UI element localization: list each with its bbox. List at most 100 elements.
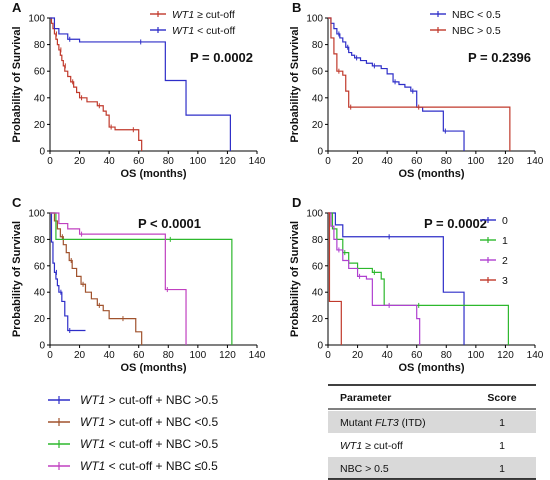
x-tick-label: 40 [104, 350, 116, 361]
y-tick-label: 100 [306, 14, 323, 25]
x-tick-label: 100 [190, 350, 207, 361]
x-axis-label: OS (months) [121, 362, 187, 374]
y-tick-label: 0 [39, 147, 45, 158]
legend-entry: NBC < 0.5 [452, 9, 501, 21]
x-tick-label: 140 [527, 350, 544, 361]
y-axis-label: Probability of Survival [289, 221, 301, 337]
y-tick-label: 20 [312, 314, 324, 325]
table-cell-score: 1 [499, 417, 505, 429]
table-cell-score: 1 [499, 440, 505, 452]
y-tick-label: 20 [34, 120, 46, 131]
y-axis-label: Probability of Survival [289, 26, 301, 142]
x-tick-label: 120 [497, 156, 514, 167]
x-tick-label: 100 [468, 156, 485, 167]
x-tick-label: 140 [527, 156, 544, 167]
km-curve [50, 212, 86, 332]
table-cell-score: 1 [499, 463, 505, 475]
km-curve [50, 17, 143, 151]
y-tick-label: 80 [312, 40, 324, 51]
x-tick-label: 0 [325, 156, 331, 167]
panel-A: A 0 20 40 60 80 100 0 20 40 60 80 100 120 140 OS (month… [11, 0, 266, 180]
p-value: P = 0.0002 [424, 216, 487, 231]
y-tick-label: 40 [312, 93, 324, 104]
x-tick-label: 80 [163, 350, 175, 361]
x-tick-label: 0 [47, 350, 53, 361]
legend-entry: 2 [502, 255, 508, 267]
x-tick-label: 40 [382, 350, 394, 361]
y-tick-label: 40 [34, 93, 46, 104]
y-tick-label: 60 [312, 67, 324, 78]
y-tick-label: 0 [39, 341, 45, 352]
km-curve [328, 212, 465, 345]
legend-panel-C: WT1 > cut-off + NBC >0.5 WT1 > cut-off + … [48, 393, 219, 473]
table-cell-parameter: NBC > 0.5 [340, 463, 389, 475]
score-table: Parameter Score Mutant FLT3 (ITD) 1 WT1 ≥ cu… [328, 384, 536, 480]
km-curve [50, 212, 187, 345]
p-value: P = 0.2396 [468, 50, 531, 65]
table-cell-parameter: WT1 ≥ cut-off [340, 440, 403, 452]
legend-entry: 0 [502, 215, 508, 227]
y-tick-label: 60 [34, 261, 46, 272]
x-axis-label: OS (months) [399, 168, 465, 180]
x-tick-label: 40 [104, 156, 116, 167]
table-row [328, 457, 536, 479]
y-tick-label: 40 [34, 288, 46, 299]
y-tick-label: 100 [28, 209, 45, 220]
legend-entry: WT1 > cut-off + NBC <0.5 [80, 415, 219, 429]
x-tick-label: 120 [219, 156, 236, 167]
table-row [328, 434, 536, 456]
y-tick-label: 40 [312, 288, 324, 299]
y-tick-label: 80 [34, 235, 46, 246]
p-value: P = 0.0002 [190, 50, 253, 65]
table-header-parameter: Parameter [340, 392, 391, 404]
table-cell-parameter: Mutant FLT3 (ITD) [340, 417, 426, 429]
panel-label: D [292, 195, 301, 210]
x-tick-label: 80 [441, 156, 453, 167]
legend-entry: 1 [502, 235, 508, 247]
panel-B: B 0 20 40 60 80 100 0 20 40 60 80 100 120 140 OS (month… [289, 0, 544, 180]
y-tick-label: 20 [34, 314, 46, 325]
x-tick-label: 40 [382, 156, 394, 167]
km-curve [328, 212, 342, 345]
x-tick-label: 120 [497, 350, 514, 361]
x-tick-label: 80 [441, 350, 453, 361]
x-tick-label: 20 [74, 350, 86, 361]
km-curve [50, 17, 231, 151]
y-tick-label: 0 [317, 147, 323, 158]
legend-entry: WT1 < cut-off + NBC >0.5 [80, 437, 219, 451]
km-curve [50, 212, 233, 345]
km-curve [328, 17, 511, 151]
y-tick-label: 80 [34, 40, 46, 51]
km-curve [328, 212, 421, 345]
y-tick-label: 80 [312, 235, 324, 246]
x-tick-label: 20 [352, 156, 364, 167]
table-header-score: Score [487, 392, 516, 404]
x-tick-label: 0 [325, 350, 331, 361]
x-tick-label: 20 [74, 156, 86, 167]
km-curve [328, 212, 509, 345]
legend-entry: WT1 > cut-off + NBC >0.5 [80, 393, 219, 407]
y-tick-label: 60 [312, 261, 324, 272]
x-tick-label: 60 [133, 350, 145, 361]
panel-label: C [12, 195, 22, 210]
x-tick-label: 60 [133, 156, 145, 167]
panel-label: B [292, 0, 301, 15]
x-tick-label: 20 [352, 350, 364, 361]
panel-label: A [12, 0, 22, 15]
x-tick-label: 80 [163, 156, 175, 167]
y-tick-label: 60 [34, 67, 46, 78]
x-tick-label: 60 [411, 156, 423, 167]
x-tick-label: 0 [47, 156, 53, 167]
y-axis-label: Probability of Survival [11, 26, 23, 142]
y-tick-label: 0 [317, 341, 323, 352]
panel-C: C 0 20 40 60 80 100 0 20 40 60 80 100 120 140 OS (month… [11, 195, 266, 374]
x-tick-label: 120 [219, 350, 236, 361]
table-row [328, 411, 536, 433]
legend-entry: WT1 ≥ cut-off [172, 9, 235, 21]
y-tick-label: 100 [28, 14, 45, 25]
y-tick-label: 100 [306, 209, 323, 220]
legend-entry: WT1 < cut-off + NBC ≤0.5 [80, 459, 218, 473]
x-tick-label: 100 [468, 350, 485, 361]
x-tick-label: 100 [190, 156, 207, 167]
